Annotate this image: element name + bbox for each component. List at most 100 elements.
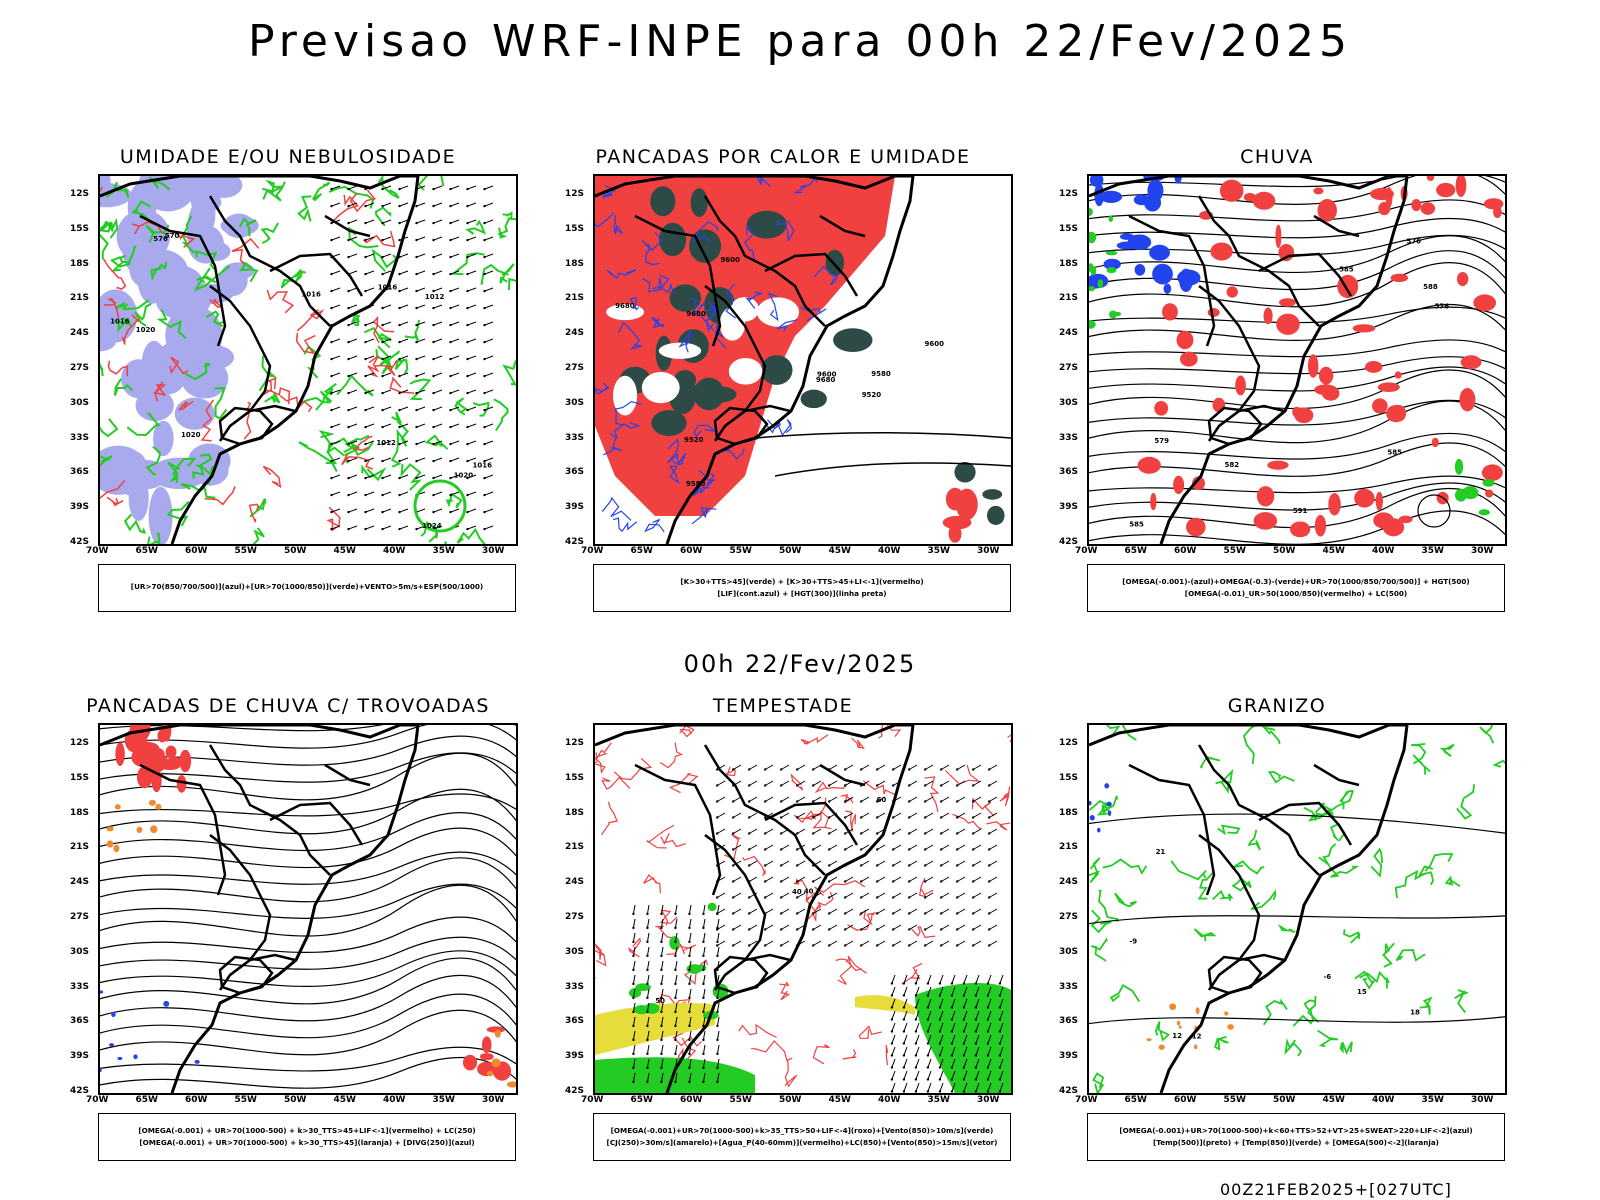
temp850-contour <box>1339 1041 1353 1055</box>
hail-area <box>1096 827 1101 833</box>
thickness-contour <box>367 355 380 378</box>
wind-vector-head <box>812 768 815 771</box>
hgt500-contour <box>1089 400 1505 444</box>
divergence-area <box>194 1059 200 1064</box>
wind-vector-head <box>988 912 991 915</box>
streamline-250 <box>100 884 516 937</box>
wind-vector <box>927 1070 932 1080</box>
temp850-contour <box>1102 858 1148 875</box>
wind-vector-head <box>432 442 435 446</box>
divergence-area <box>117 1056 123 1061</box>
wind-vector-head <box>398 306 401 310</box>
wind-vector <box>688 946 692 956</box>
rain-area <box>1354 488 1375 508</box>
wind-vector-head <box>660 1066 663 1070</box>
wind-vector-head <box>924 880 927 883</box>
contour-label: 1020 <box>181 431 201 439</box>
wind-vector <box>860 860 870 866</box>
wind-vector-head <box>950 1042 954 1045</box>
wind-vector-head <box>908 896 911 899</box>
wind-vector <box>331 423 341 428</box>
wind-vector <box>399 185 409 190</box>
temp850-contour <box>1199 756 1221 769</box>
wind-vector-head <box>950 1030 954 1033</box>
contour-label: 588 <box>1423 283 1438 291</box>
lon-tick-label: 70W <box>581 546 604 556</box>
rain-area <box>1279 298 1296 307</box>
wind-vector <box>987 974 992 984</box>
wind-vector-head <box>449 374 452 378</box>
humidity-low-contour <box>100 233 109 260</box>
wind-vector <box>382 321 392 326</box>
wind-vector-head <box>748 768 751 771</box>
wind-vector-head <box>998 1042 1002 1045</box>
wind-vector-head <box>890 1030 894 1033</box>
heat-humidity-area <box>800 389 827 409</box>
omega-area <box>1119 233 1135 240</box>
humidity-upper-area <box>148 486 173 544</box>
wind-vector <box>891 1058 896 1068</box>
wind-vector-head <box>483 272 486 276</box>
hgt500-contour <box>1089 339 1505 358</box>
uruguay-border <box>713 406 769 446</box>
wind-vector <box>484 406 494 411</box>
wind-vector <box>331 270 341 275</box>
heat-humidity-area <box>954 461 976 483</box>
lif-contour <box>606 269 637 280</box>
humidity-low-contour <box>493 398 509 432</box>
wind-vector <box>987 1058 992 1068</box>
wind850-area <box>915 983 1011 1093</box>
temp850-contour <box>1170 860 1207 881</box>
panel-title: PANCADAS DE CHUVA C/ TROVOADAS <box>86 695 490 717</box>
wind-vector-head <box>844 912 847 915</box>
wind-vector <box>399 304 409 309</box>
temp850-contour <box>1214 1035 1229 1051</box>
wind-vector <box>433 457 443 462</box>
wind-vector <box>940 828 950 834</box>
wind-vector-head <box>902 982 906 985</box>
state-border <box>703 744 826 876</box>
wind-vector-head <box>716 816 719 819</box>
wind-vector <box>416 508 426 513</box>
wind-vector <box>975 1070 980 1080</box>
wind-vector <box>484 236 494 241</box>
wind-vector <box>702 932 706 942</box>
lif-contour <box>776 318 798 332</box>
wind-vector <box>963 1034 968 1044</box>
wind-vector-head <box>347 476 350 480</box>
wind-vector <box>812 940 822 946</box>
wind-vector-head <box>646 926 649 930</box>
wind-vector-head <box>398 289 401 293</box>
wind-vector-head <box>688 926 691 930</box>
wind-vector-head <box>415 527 418 531</box>
wind-vector <box>796 764 806 770</box>
wind-vector-head <box>796 832 799 835</box>
humidity-upper-area <box>100 176 111 205</box>
wind-vector <box>860 940 870 946</box>
wind-vector <box>450 389 460 394</box>
humidity-upper-area <box>138 176 197 212</box>
wind-vector-head <box>432 255 435 259</box>
wind-vector-head <box>466 255 469 259</box>
wind-vector-head <box>415 340 418 344</box>
wind-vector-head <box>950 1006 954 1009</box>
wind-vector-head <box>483 510 486 514</box>
wind-vector-head <box>347 340 350 344</box>
wind850-area <box>635 983 651 992</box>
wind-vector-head <box>938 994 942 997</box>
wind-vector-head <box>674 996 677 1000</box>
wind-vector-head <box>924 944 927 947</box>
wind-vector-head <box>716 784 719 787</box>
water-vapor-contour <box>924 776 940 813</box>
wind-vector <box>433 423 443 428</box>
wind-vector-head <box>716 800 719 803</box>
lat-tick-label: 27S <box>565 912 585 922</box>
wind-vector <box>975 986 980 996</box>
wind-vector-head <box>926 1006 930 1009</box>
wind-vector <box>924 908 934 914</box>
wind-vector <box>688 1030 692 1040</box>
rain-area <box>1186 517 1206 537</box>
wind-vector-head <box>449 442 452 446</box>
wind-vector <box>716 918 720 928</box>
wind-vector-head <box>364 340 367 344</box>
